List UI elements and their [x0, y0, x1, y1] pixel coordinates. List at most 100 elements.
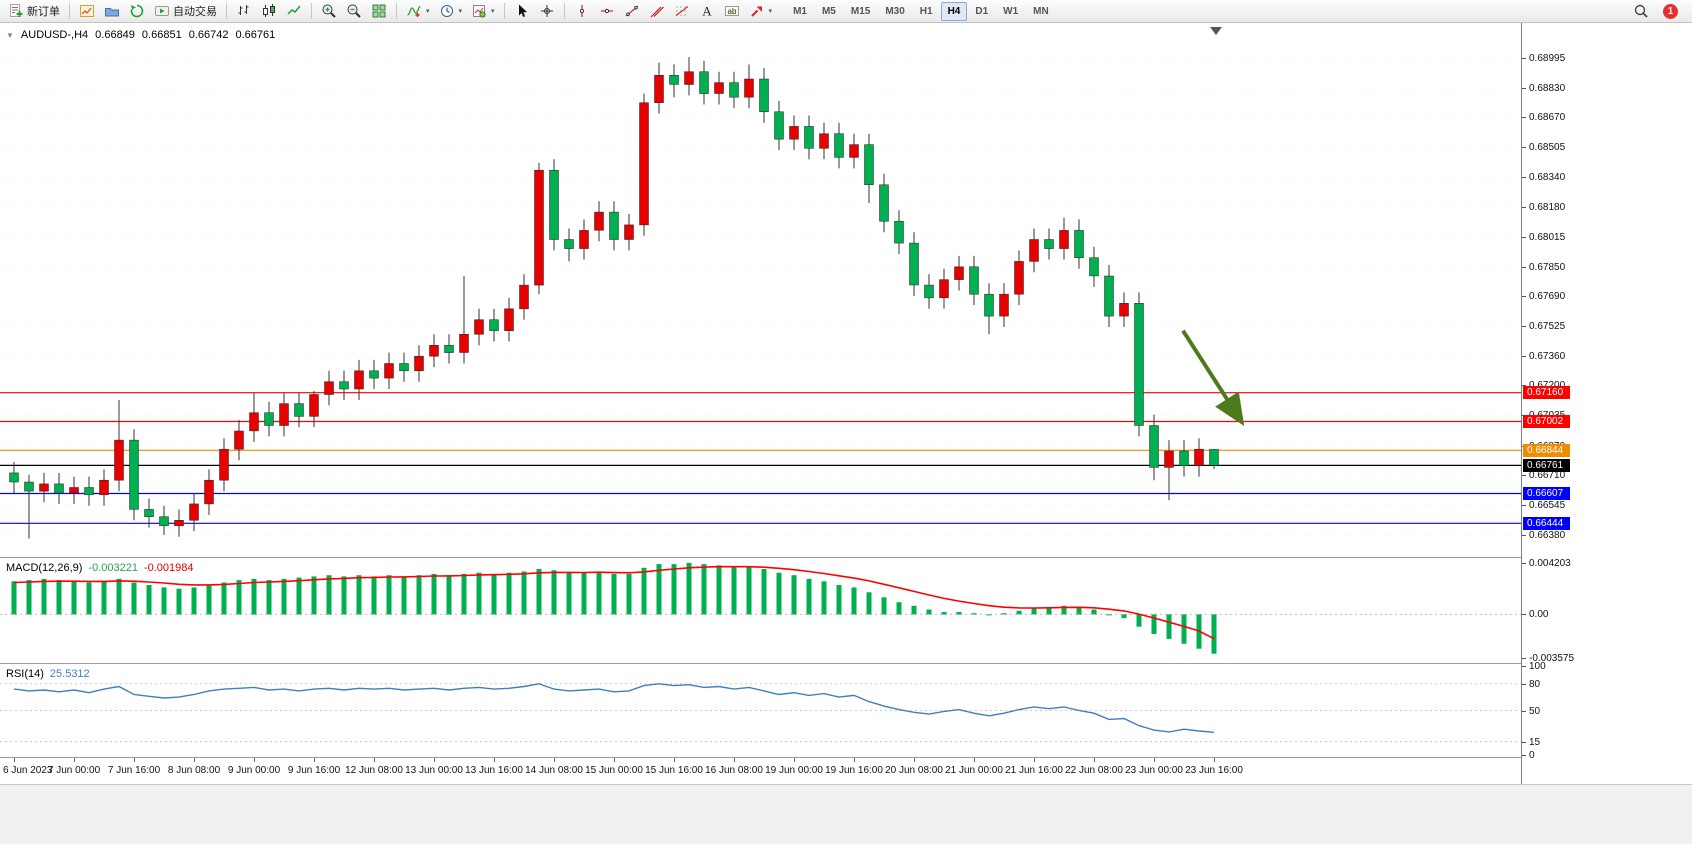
time-axis-label: 9 Jun 00:00 [227, 765, 281, 776]
arrows-tool-button[interactable]: ▾ [745, 1, 777, 22]
zoom-in-button[interactable] [317, 1, 341, 22]
candle [384, 363, 394, 379]
one-click-collapse-icon[interactable]: ▼ [6, 30, 14, 40]
candle [684, 71, 694, 85]
time-tick [194, 758, 195, 762]
rsi-line [13, 683, 1215, 733]
time-axis-label: 7 Jun 00:00 [47, 765, 101, 776]
macd-bar [866, 592, 872, 615]
toolbar-separator [503, 3, 505, 19]
search-button[interactable] [1629, 1, 1653, 22]
profiles-icon [105, 8, 119, 17]
autotrade-label: 自动交易 [173, 6, 217, 18]
notifications-badge[interactable]: 1 [1663, 3, 1678, 19]
macd-bar [386, 575, 392, 615]
timeframe-m5[interactable]: M5 [821, 5, 836, 17]
new-chart-button[interactable] [75, 1, 99, 22]
periods-button[interactable]: ▾ [435, 1, 467, 22]
search-icon [1634, 4, 1648, 18]
cursor-tool-button[interactable] [510, 1, 534, 22]
price-scale-label: 0.67525 [1521, 321, 1566, 333]
macd-name: MACD(12,26,9) [6, 562, 83, 574]
chart-shift-marker[interactable] [1210, 27, 1222, 35]
ohlc-low: 0.66742 [188, 29, 229, 41]
macd-bar [101, 581, 107, 615]
trendline-tool-button[interactable] [620, 1, 644, 22]
crosshair-tool-button[interactable] [535, 1, 559, 22]
timeframe-h4[interactable]: H4 [940, 1, 968, 21]
panel-splitter[interactable] [0, 663, 1692, 664]
time-axis-label: 15 Jun 00:00 [585, 765, 643, 776]
macd-main-value: -0.003221 [88, 562, 138, 574]
svg-text:A: A [702, 4, 712, 19]
price-chart-panel[interactable]: ▼ AUDUSD-,H4 0.66849 0.66851 0.66742 0.6… [0, 23, 1521, 557]
macd-bar [326, 575, 332, 615]
price-scale-label: 0.67360 [1521, 351, 1566, 363]
macd-bar [1046, 607, 1052, 615]
line-chart-mode-button[interactable] [282, 1, 306, 22]
timeframe-m15[interactable]: M15 [850, 5, 871, 17]
chevron-down-icon: ▾ [491, 8, 495, 15]
macd-chart-canvas[interactable] [0, 558, 1521, 663]
text-label-tool-button[interactable]: ab [720, 1, 744, 22]
vertical-line-tool-button[interactable] [570, 1, 594, 22]
macd-bar [86, 582, 92, 615]
timeframe-m30[interactable]: M30 [885, 5, 905, 17]
ohlc-close: 0.66761 [235, 29, 276, 41]
macd-panel[interactable]: MACD(12,26,9) -0.003221 -0.001984 [0, 558, 1521, 663]
price-scale[interactable]: 0.68995 0.68830 0.68670 0.68505 0.68340 0.681… [1521, 23, 1692, 784]
bar-chart-mode-button[interactable] [232, 1, 256, 22]
timeframe-group: M1 M5 M15 M30 H1 H4 D1 W1 MN [786, 1, 1056, 21]
rsi-panel[interactable]: RSI(14) 25.5312 [0, 664, 1521, 757]
tile-windows-button[interactable] [367, 1, 391, 22]
candle [1074, 230, 1084, 259]
price-scale-label: 0.68670 [1521, 112, 1566, 124]
macd-bar [1136, 614, 1142, 627]
text-tool-button[interactable]: A [695, 1, 719, 22]
panel-splitter[interactable] [0, 557, 1692, 558]
channel-icon [650, 6, 664, 18]
horizontal-line-tool-button[interactable] [595, 1, 619, 22]
candle-chart-mode-button[interactable] [257, 1, 281, 22]
price-scale-label: 0.68505 [1521, 142, 1566, 154]
macd-bar [956, 612, 962, 615]
macd-bar [1076, 607, 1082, 615]
zoom-out-button[interactable] [342, 1, 366, 22]
text-icon: A [702, 4, 712, 19]
rsi-chart-canvas[interactable] [0, 664, 1521, 757]
channel-tool-button[interactable] [645, 1, 669, 22]
price-scale-label: 0.68180 [1521, 201, 1566, 213]
timeframe-mn[interactable]: MN [1033, 5, 1049, 17]
refresh-button[interactable] [125, 1, 149, 22]
macd-bar [971, 613, 977, 615]
timeframe-m1[interactable]: M1 [793, 5, 807, 17]
macd-bar [686, 562, 692, 615]
candlestick-chart-canvas[interactable] [0, 23, 1521, 557]
time-tick [314, 758, 315, 762]
macd-bar [176, 588, 182, 615]
macd-bar [941, 612, 947, 615]
autotrade-button[interactable]: 自动交易 [150, 1, 221, 22]
candle [699, 71, 709, 94]
candle [519, 284, 529, 310]
candle [69, 487, 79, 494]
macd-bar [881, 597, 887, 615]
price-scale-label: 0.66380 [1521, 529, 1566, 541]
current-price-label: 0.66761 [1523, 458, 1570, 472]
time-tick [974, 758, 975, 762]
candle [264, 412, 274, 426]
timeframe-h1[interactable]: H1 [919, 5, 933, 17]
indicators-button[interactable]: ▾ [402, 1, 434, 22]
new-order-button[interactable]: 新订单 [4, 1, 64, 22]
time-axis[interactable]: 6 Jun 2023 7 Jun 00:00 7 Jun 16:00 8 Jun 08… [0, 758, 1521, 784]
timeframe-d1[interactable]: D1 [975, 5, 989, 17]
annotation-arrow[interactable] [1181, 329, 1245, 426]
fibonacci-tool-button[interactable] [670, 1, 694, 22]
time-tick [614, 758, 615, 762]
panel-splitter[interactable] [0, 757, 1692, 758]
templates-button[interactable]: ▾ [467, 1, 499, 22]
timeframe-w1[interactable]: W1 [1003, 5, 1019, 17]
profiles-button[interactable] [100, 1, 124, 22]
time-axis-label: 16 Jun 08:00 [705, 765, 763, 776]
